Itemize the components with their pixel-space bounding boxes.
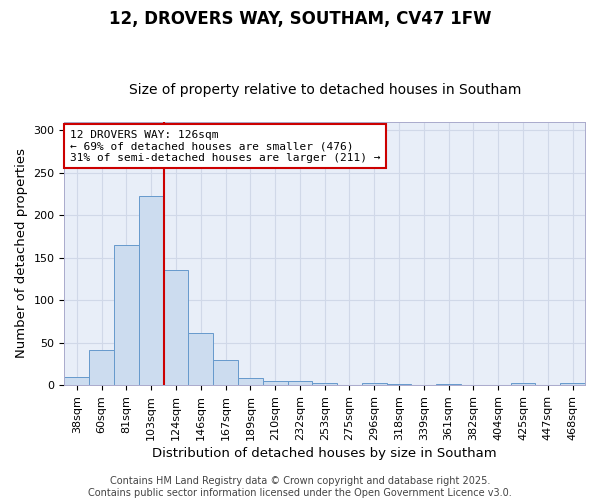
Bar — [188, 332, 213, 385]
Bar — [89, 350, 114, 385]
Text: Contains HM Land Registry data © Crown copyright and database right 2025.
Contai: Contains HM Land Registry data © Crown c… — [88, 476, 512, 498]
Text: 12 DROVERS WAY: 126sqm
← 69% of detached houses are smaller (476)
31% of semi-de: 12 DROVERS WAY: 126sqm ← 69% of detached… — [70, 130, 380, 163]
Bar — [238, 378, 263, 385]
Bar — [164, 270, 188, 385]
Bar — [213, 360, 238, 385]
Bar — [287, 381, 313, 385]
Text: 12, DROVERS WAY, SOUTHAM, CV47 1FW: 12, DROVERS WAY, SOUTHAM, CV47 1FW — [109, 10, 491, 28]
X-axis label: Distribution of detached houses by size in Southam: Distribution of detached houses by size … — [152, 447, 497, 460]
Bar — [64, 376, 89, 385]
Bar — [139, 196, 164, 385]
Bar — [386, 384, 412, 385]
Title: Size of property relative to detached houses in Southam: Size of property relative to detached ho… — [128, 83, 521, 97]
Bar — [436, 384, 461, 385]
Bar — [511, 382, 535, 385]
Bar — [313, 382, 337, 385]
Bar — [114, 245, 139, 385]
Bar — [263, 381, 287, 385]
Y-axis label: Number of detached properties: Number of detached properties — [15, 148, 28, 358]
Bar — [560, 382, 585, 385]
Bar — [362, 382, 386, 385]
